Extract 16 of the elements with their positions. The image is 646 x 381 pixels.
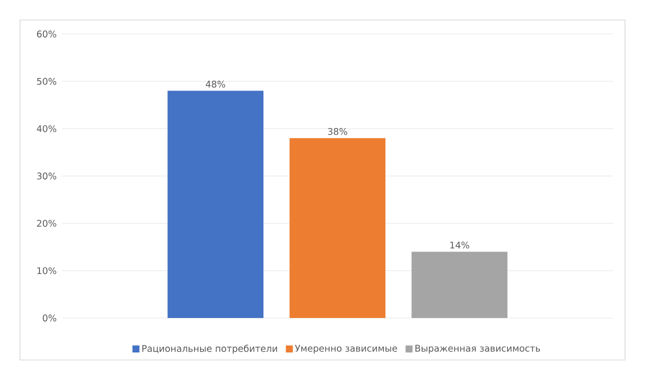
legend-label: Рациональные потребители <box>142 344 278 354</box>
data-label: 38% <box>328 128 348 135</box>
data-label: 48% <box>206 80 226 88</box>
bar <box>290 138 386 318</box>
y-tick-label: 10% <box>37 267 56 274</box>
y-tick-label: 20% <box>37 220 56 227</box>
data-label: 14% <box>450 242 470 249</box>
y-tick-label: 0% <box>42 314 56 322</box>
y-tick-label: 30% <box>37 172 56 180</box>
bar <box>168 90 264 318</box>
y-tick-label: 40% <box>36 125 56 132</box>
y-tick-label: 50% <box>37 78 56 85</box>
y-tick-label: 60% <box>37 30 56 38</box>
legend-label: Выраженная зависимость <box>415 344 540 354</box>
legend-label: Умеренно зависимые <box>294 344 398 354</box>
bar <box>412 252 508 318</box>
